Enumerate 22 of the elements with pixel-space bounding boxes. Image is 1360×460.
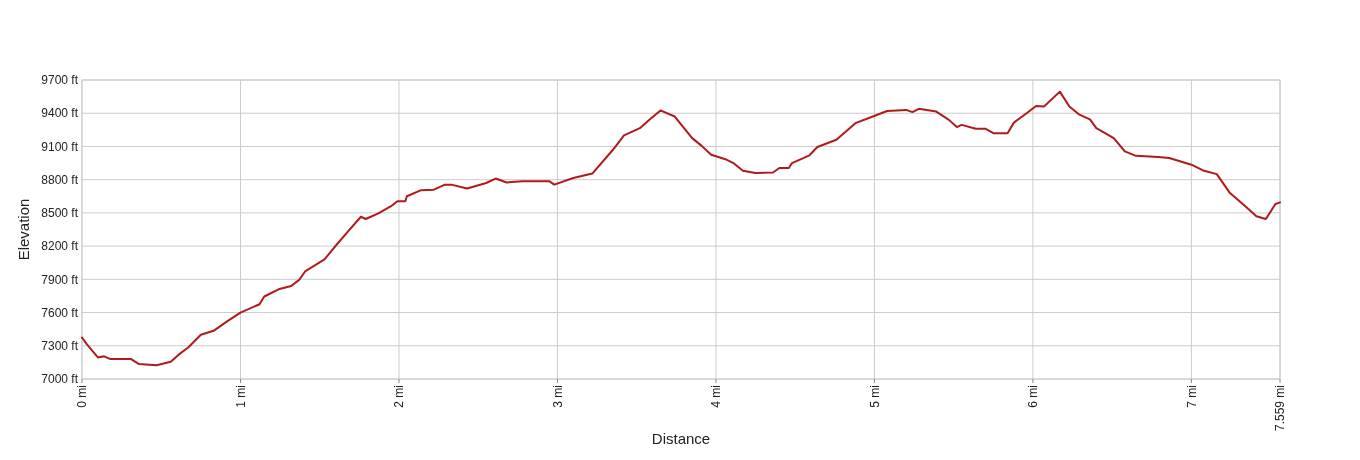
x-tick-label: 5 mi: [867, 385, 882, 408]
y-tick-label: 7300 ft: [41, 338, 79, 353]
x-axis-title: Distance: [651, 430, 711, 447]
line-series: [81, 90, 1281, 367]
y-tick-label: 7600 ft: [41, 305, 79, 320]
y-tick-label: 9100 ft: [41, 139, 79, 154]
y-tick-label: 8200 ft: [41, 239, 79, 254]
y-tick-label: 8800 ft: [41, 172, 79, 187]
y-tick-label: 8500 ft: [41, 206, 79, 221]
x-tick-label: 7 mi: [1184, 385, 1199, 408]
x-tick-label: 3 mi: [550, 385, 565, 408]
y-tick-label: 9700 ft: [41, 73, 79, 88]
y-axis-title: Elevation: [15, 198, 33, 261]
y-tick-label: 7000 ft: [41, 372, 79, 387]
y-tick-label: 9400 ft: [41, 106, 79, 121]
x-tick-label: 4 mi: [709, 385, 724, 408]
x-tick-label: 6 mi: [1026, 385, 1041, 408]
x-tick-label: 7.559 mi: [1273, 385, 1288, 432]
x-tick-label: 2 mi: [392, 385, 407, 408]
x-tick-label: 1 mi: [233, 385, 248, 408]
x-tick-label: 0 mi: [75, 385, 90, 408]
y-tick-label: 7900 ft: [41, 272, 79, 287]
